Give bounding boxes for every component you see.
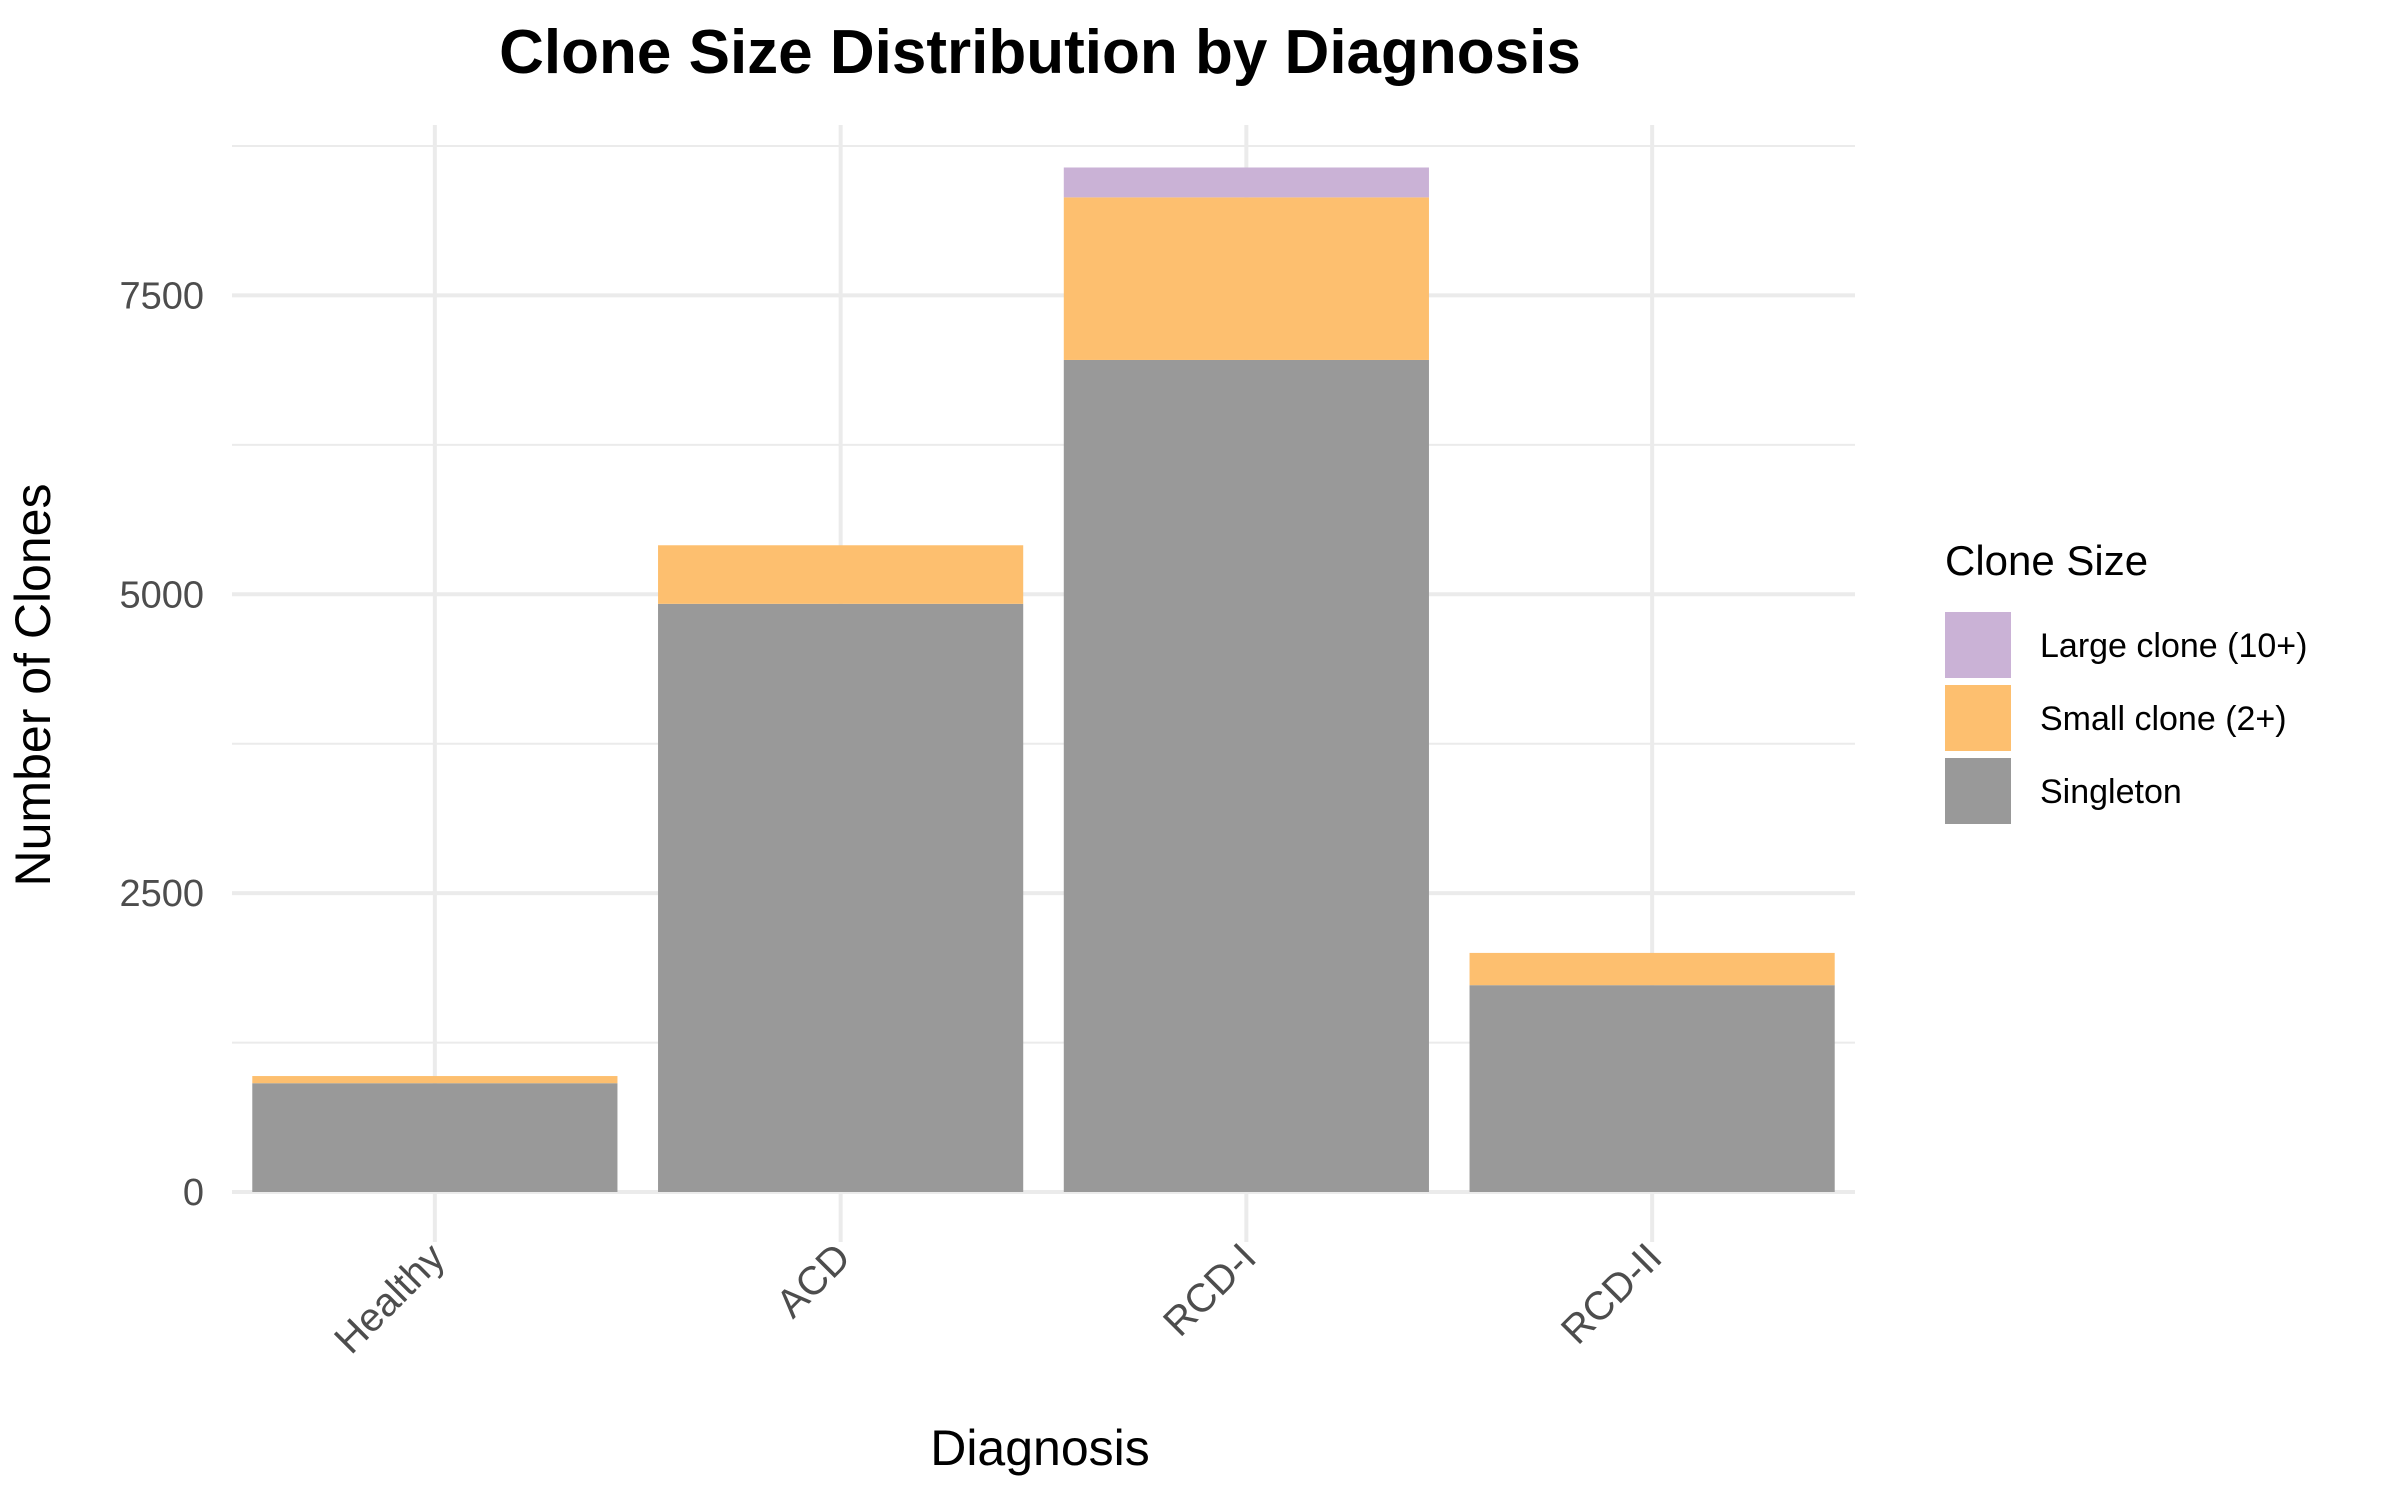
y-tick-label: 2500 [119, 873, 204, 915]
bar-rcd-i-small-clone-2 [1063, 197, 1429, 360]
x-tick-label: RCD-II [1553, 1235, 1671, 1353]
legend-swatch [1945, 612, 2011, 678]
legend: Clone Size Large clone (10+) Small clone … [1945, 537, 2307, 824]
legend-swatch [1945, 758, 2011, 824]
bar-rcd-ii-small-clone-2 [1469, 952, 1835, 986]
bar-healthy-small-clone-2 [252, 1076, 618, 1084]
x-tick-label: RCD-I [1155, 1235, 1265, 1345]
legend-title: Clone Size [1945, 537, 2148, 584]
y-tick-label: 7500 [119, 275, 204, 317]
legend-swatch [1945, 685, 2011, 751]
y-tick-label: 0 [183, 1172, 204, 1214]
legend-label: Singleton [2040, 773, 2182, 811]
bar-rcd-ii-singleton [1469, 985, 1835, 1192]
y-tick-labels: 0 2500 5000 7500 [119, 275, 204, 1214]
bar-acd-small-clone-2 [658, 545, 1024, 604]
x-axis-title: Diagnosis [930, 1420, 1150, 1476]
legend-label: Small clone (2+) [2040, 700, 2287, 738]
bars [252, 167, 1835, 1192]
x-tick-labels: Healthy ACD RCD-I RCD-II [326, 1235, 1670, 1362]
bar-acd-singleton [658, 603, 1024, 1192]
legend-items: Large clone (10+) Small clone (2+) Singlet… [1945, 612, 2307, 824]
bar-rcd-i-singleton [1063, 359, 1429, 1192]
legend-label: Large clone (10+) [2040, 627, 2307, 665]
chart-title: Clone Size Distribution by Diagnosis [499, 18, 1581, 87]
bar-healthy-singleton [252, 1083, 618, 1192]
y-axis-title: Number of Clones [5, 484, 61, 887]
y-tick-label: 5000 [119, 574, 204, 616]
x-tick-label: Healthy [326, 1235, 453, 1362]
x-tick-label: ACD [768, 1235, 859, 1326]
bar-rcd-i-large-clone-10 [1063, 167, 1429, 198]
